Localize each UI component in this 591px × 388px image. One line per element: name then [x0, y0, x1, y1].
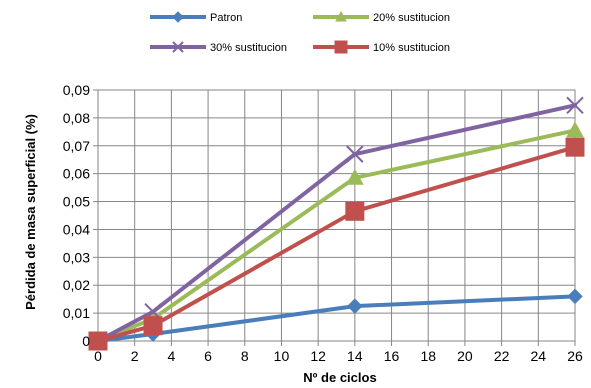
legend-label: 10% sustitucion	[373, 42, 450, 54]
legend-item: Patron	[150, 11, 242, 24]
data-point-triangle	[566, 121, 584, 138]
series-line	[96, 103, 577, 343]
data-point-triangle	[335, 10, 347, 22]
x-tick-label: 18	[420, 348, 436, 364]
series-line	[96, 294, 577, 343]
legend: Patron 20% sustitucion 30% sustitucion 10% …	[150, 10, 450, 54]
x-tick-label: 26	[567, 348, 583, 364]
legend-item: 20% sustitucion	[313, 10, 450, 24]
chart-grid	[97, 89, 576, 342]
data-point-triangle	[345, 168, 364, 185]
legend-label: Patron	[210, 12, 242, 24]
data-point-square	[88, 331, 108, 351]
chart-axes	[93, 89, 576, 346]
legend-label: 20% sustitucion	[373, 12, 450, 24]
x-tick-label: 10	[274, 348, 290, 364]
chart-series	[88, 96, 585, 351]
y-tick-label: 0,07	[63, 138, 90, 154]
data-point-square	[334, 40, 348, 54]
x-tick-label: 6	[204, 348, 212, 364]
series-3	[88, 137, 585, 351]
data-point-x	[346, 145, 364, 163]
legend-label: 30% sustitucion	[210, 42, 287, 54]
data-point-x-stroke	[172, 41, 184, 53]
data-point-x-stroke	[346, 145, 364, 163]
legend-item: 10% sustitucion	[313, 40, 450, 54]
x-tick-label: 16	[384, 348, 400, 364]
legend-item: 30% sustitucion	[150, 41, 287, 54]
y-tick-label: 0,01	[63, 305, 90, 321]
plot-area-border	[97, 89, 576, 342]
x-tick-label: 14	[347, 348, 363, 364]
x-tick-label: 8	[241, 348, 249, 364]
y-tick-label: 0,06	[63, 166, 90, 182]
y-tick-label: 0	[82, 333, 90, 349]
x-tick-label: 4	[167, 348, 175, 364]
x-tick-label: 12	[310, 348, 326, 364]
series-line	[96, 145, 577, 343]
data-point-square	[143, 316, 163, 336]
data-point-diamond	[172, 11, 184, 23]
x-tick-label: 0	[94, 348, 102, 364]
x-tick-label: 24	[531, 348, 547, 364]
series-1	[89, 121, 584, 348]
y-tick-label: 0,08	[63, 110, 90, 126]
data-point-square	[345, 201, 365, 221]
series-line	[96, 128, 577, 343]
tick-labels: 0 2 4 6 8 10 12 14 16 18 20 22 24 2600,010,020,030,04…	[63, 82, 583, 364]
data-point-diamond	[567, 288, 583, 305]
y-tick-label: 0,03	[63, 249, 90, 265]
data-point-square	[565, 137, 585, 157]
data-point-x-stroke	[566, 96, 584, 115]
data-point-diamond	[347, 298, 363, 314]
x-tick-label: 20	[457, 348, 473, 364]
data-point-x	[172, 41, 184, 53]
x-axis-title: Nº de ciclos	[303, 370, 376, 385]
y-tick-label: 0,09	[63, 82, 90, 98]
y-axis-title: Pérdida de masa superficial (%)	[23, 114, 38, 310]
data-point-x	[566, 96, 584, 115]
x-tick-label: 2	[131, 348, 139, 364]
y-tick-label: 0,05	[63, 194, 90, 210]
y-tick-label: 0,04	[63, 221, 90, 237]
y-tick-label: 0,02	[63, 277, 90, 293]
x-tick-label: 22	[494, 348, 510, 364]
